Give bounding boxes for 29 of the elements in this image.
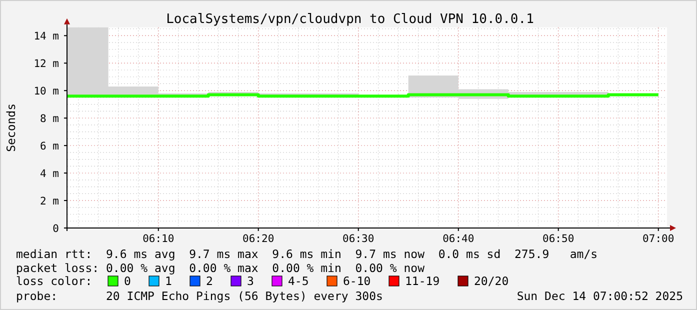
y-tick-label: 8 m — [40, 113, 59, 126]
y-tick-label: 0 — [52, 223, 59, 235]
y-tick-label: 10 m — [34, 86, 59, 98]
legend-label: 11-19 — [405, 274, 440, 288]
y-tick-label: 14 m — [34, 30, 59, 43]
legend-label: 3 — [247, 274, 254, 288]
y-tick-label: 6 m — [40, 140, 59, 153]
chart-title: LocalSystems/vpn/cloudvpn to Cloud VPN 10.0.0.1 — [166, 12, 534, 27]
y-tick-label: 2 m — [40, 196, 59, 208]
legend-label: 0 — [124, 274, 131, 288]
x-tick-label: 06:30 — [342, 233, 374, 245]
legend-label: 6-10 — [343, 274, 371, 288]
x-tick-label: 06:10 — [142, 233, 174, 245]
x-tick-label: 06:20 — [242, 233, 274, 245]
text: median rtt: 9.6 ms avg 9.7 ms max 9.6 ms min 9.7 ms now 0.0 ms sd 275.9 am/s — [16, 247, 598, 261]
y-tick-label: 4 m — [40, 168, 59, 180]
legend-label: 1 — [165, 274, 172, 288]
y-tick-label: 12 m — [34, 58, 59, 70]
legend-title: loss color: — [16, 274, 92, 288]
legend-label: 4-5 — [288, 274, 309, 288]
legend-label: 2 — [206, 274, 213, 288]
y-axis-title: Seconds — [4, 103, 18, 152]
text: packet loss: 0.00 % avg 0.00 % max 0.00 % min 0.00 % now — [16, 261, 425, 275]
legend-label: 20/20 — [474, 274, 509, 288]
text: Sun Dec 14 07:00:52 2025 — [516, 289, 683, 303]
text: probe: 20 ICMP Echo Pings (56 Bytes) every 300s — [16, 289, 383, 303]
x-tick-label: 06:40 — [442, 233, 474, 245]
x-tick-label: 06:50 — [542, 233, 574, 245]
x-tick-label: 07:00 — [642, 233, 674, 245]
